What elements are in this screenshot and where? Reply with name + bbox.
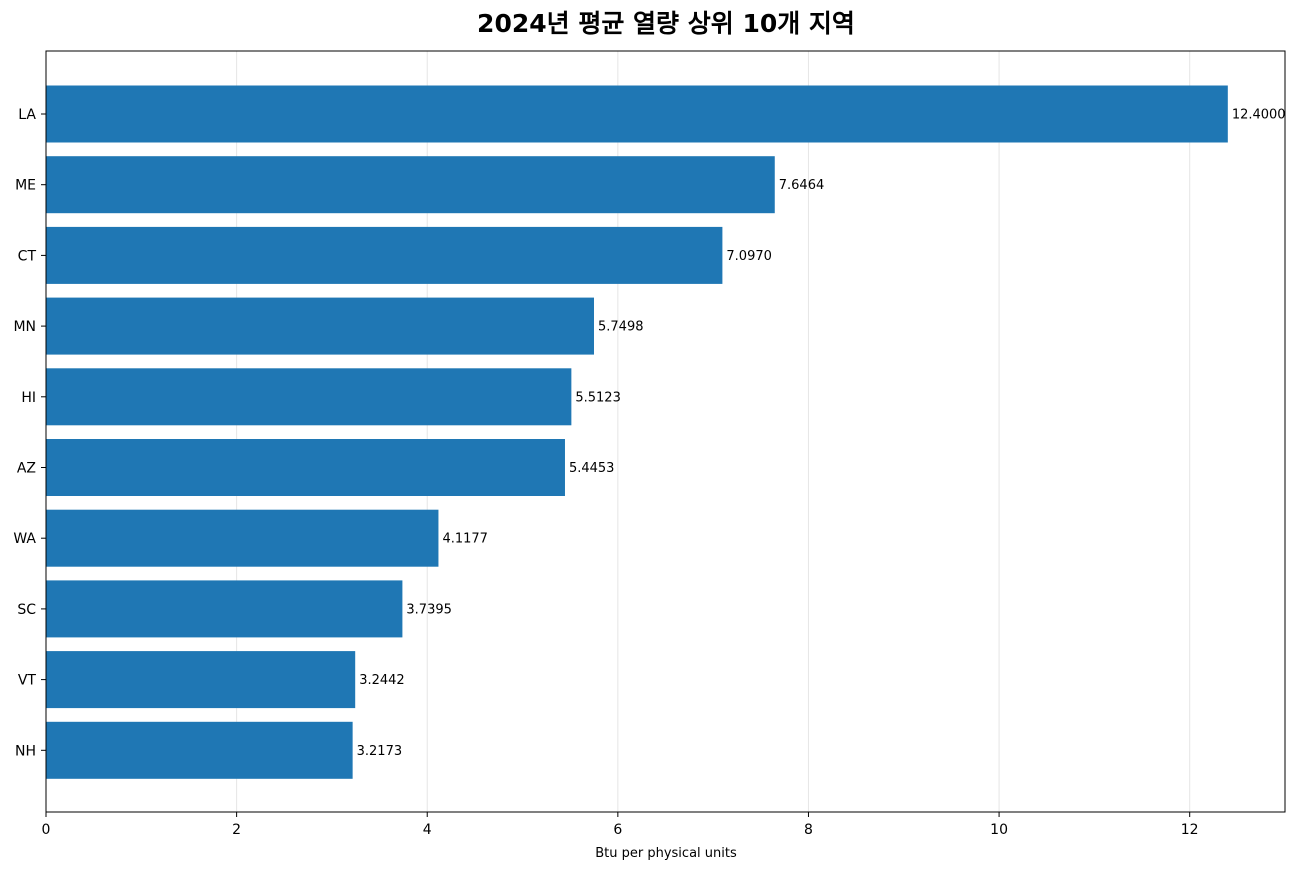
x-tick-label-12: 12 — [1181, 822, 1199, 838]
y-tick-label-HI: HI — [21, 390, 36, 406]
bar-value-label-ME: 7.6464 — [779, 178, 825, 193]
bars — [46, 85, 1228, 779]
bar-MN — [46, 297, 595, 355]
chart-title: 2024년 평균 열량 상위 10개 지역 — [477, 9, 855, 38]
x-axis-label: Btu per physical units — [595, 846, 737, 861]
y-tick-label-LA: LA — [18, 107, 36, 123]
bar-value-label-NH: 3.2173 — [357, 744, 403, 759]
y-tick-label-SC: SC — [17, 602, 36, 618]
x-axis: 0 2 4 6 8 10 12 — [42, 812, 1199, 838]
y-tick-label-AZ: AZ — [17, 461, 36, 477]
bar-WA — [46, 509, 439, 567]
bar-HI — [46, 368, 572, 426]
bar-value-label-HI: 5.5123 — [575, 390, 621, 405]
bar-LA — [46, 85, 1228, 143]
y-tick-label-CT: CT — [18, 248, 37, 264]
x-tick-label-6: 6 — [613, 822, 622, 838]
y-tick-label-WA: WA — [13, 531, 36, 547]
bar-value-label-WA: 4.1177 — [442, 532, 488, 547]
y-tick-label-NH: NH — [15, 743, 36, 759]
x-tick-label-10: 10 — [990, 822, 1008, 838]
bar-CT — [46, 226, 723, 284]
x-tick-label-8: 8 — [804, 822, 813, 838]
bar-value-label-VT: 3.2442 — [359, 673, 405, 688]
y-tick-label-MN: MN — [13, 319, 36, 335]
plot-frame — [45, 50, 1286, 813]
bar-AZ — [46, 439, 565, 496]
y-tick-label-VT: VT — [18, 673, 37, 689]
x-tick-label-4: 4 — [423, 822, 432, 838]
value-labels: 12.4000 7.6464 7.0970 5.7498 5.5123 5.4453 4.1… — [357, 108, 1286, 759]
bar-VT — [46, 651, 356, 709]
bar-value-label-AZ: 5.4453 — [569, 461, 615, 476]
y-tick-label-ME: ME — [15, 178, 36, 194]
bar-value-label-MN: 5.7498 — [598, 320, 644, 335]
bar-SC — [46, 580, 403, 638]
bar-value-label-CT: 7.0970 — [726, 249, 772, 264]
y-axis: LA ME CT MN HI AZ WA SC VT NH — [13, 107, 46, 759]
x-tick-label-0: 0 — [42, 822, 51, 838]
bar-ME — [46, 156, 775, 214]
bar-value-label-LA: 12.4000 — [1232, 108, 1286, 123]
x-tick-label-2: 2 — [232, 822, 241, 838]
bar-value-label-SC: 3.7395 — [406, 602, 452, 617]
bar-NH — [46, 721, 353, 779]
